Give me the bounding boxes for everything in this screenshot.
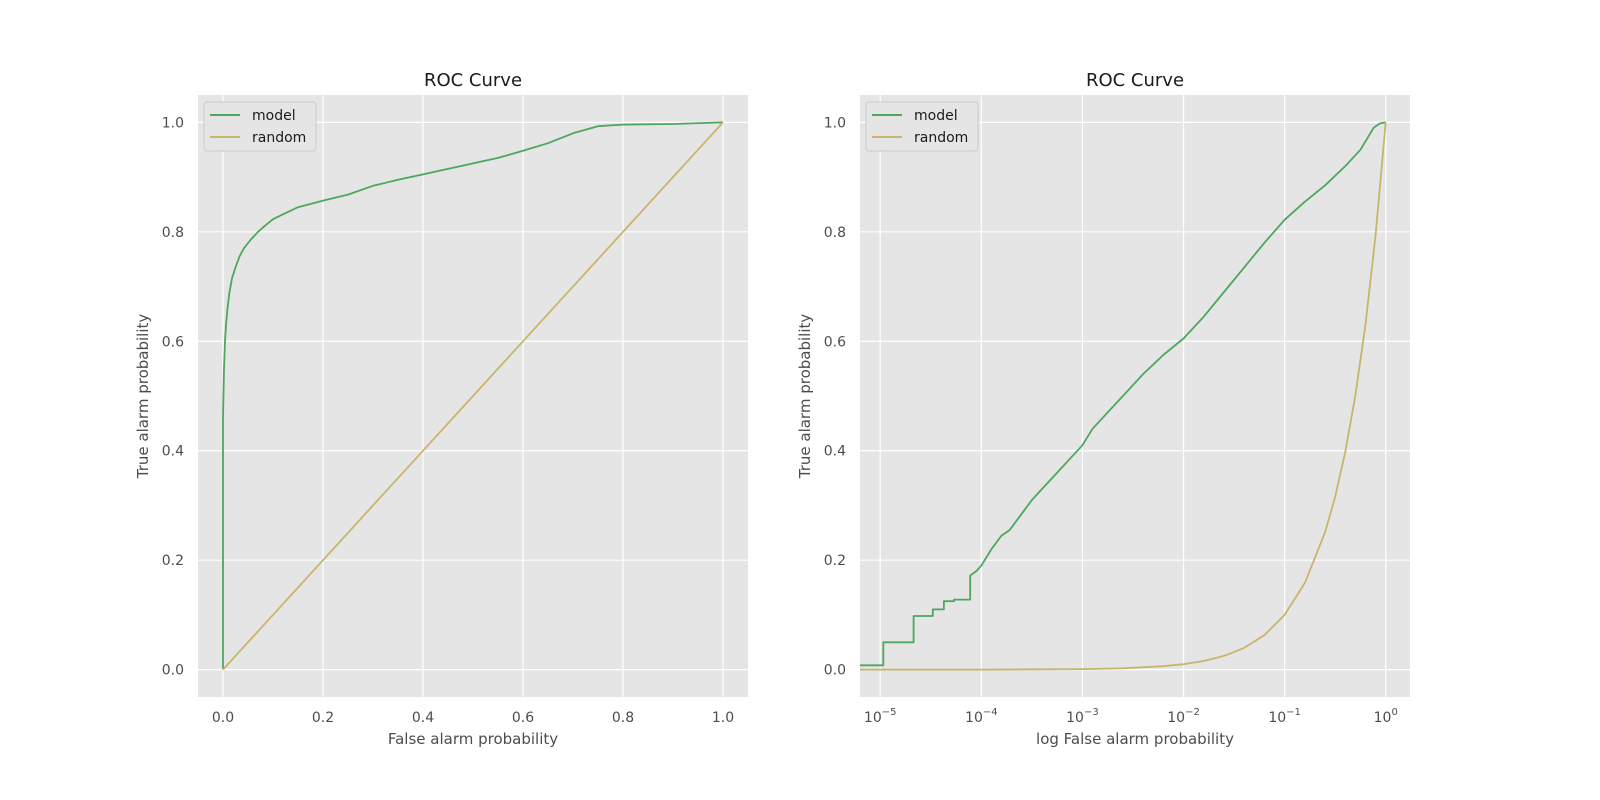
series-layer: [222, 121, 724, 671]
y-tick-label: 0.6: [162, 334, 184, 350]
x-tick-labels: 10−5 10−4 10−3 10−2 10−1 100: [864, 707, 1398, 726]
x-tick-label: 10−5: [864, 707, 897, 726]
plot-area: [860, 95, 1410, 697]
y-axis-label: True alarm probability: [796, 314, 814, 480]
grid-lines: [860, 95, 1410, 697]
legend: model random: [203, 101, 317, 152]
series-line-random: [860, 122, 1387, 671]
y-tick-label: 0.4: [824, 444, 846, 460]
grid-lines: [198, 95, 748, 697]
x-tick-label: 10−3: [1066, 707, 1099, 726]
x-tick-label: 0.0: [212, 710, 234, 726]
y-tick-label: 0.8: [162, 225, 184, 241]
x-tick-label: 0.4: [412, 710, 434, 726]
roc-linear-panel: 0.0 0.2 0.4 0.6 0.8 1.0 0.0 0.2 0.4 0.6 0.8 1.0 RO…: [134, 70, 748, 748]
y-tick-label: 0.4: [162, 444, 184, 460]
x-tick-label: 10−2: [1167, 707, 1200, 726]
legend-random-label: random: [252, 130, 306, 146]
series-line-model: [222, 121, 724, 670]
y-tick-label: 0.2: [162, 553, 184, 569]
y-tick-labels: 0.0 0.2 0.4 0.6 0.8 1.0: [824, 115, 846, 678]
series-line-random: [222, 121, 724, 671]
roc-log-panel: 10−5 10−4 10−3 10−2 10−1 100 0.0 0.2 0.4 0.6 0.8 1…: [796, 70, 1410, 748]
y-tick-labels: 0.0 0.2 0.4 0.6 0.8 1.0: [162, 115, 184, 678]
x-tick-label: 100: [1374, 707, 1398, 726]
chart-title: ROC Curve: [424, 70, 522, 91]
series-layer: [860, 121, 1387, 671]
y-tick-label: 1.0: [162, 115, 184, 131]
y-tick-label: 0.0: [162, 663, 184, 679]
y-tick-label: 0.0: [824, 663, 846, 679]
x-tick-labels: 0.0 0.2 0.4 0.6 0.8 1.0: [212, 710, 734, 726]
x-tick-label: 10−4: [965, 707, 998, 726]
y-axis-label: True alarm probability: [134, 314, 152, 480]
legend-random-label: random: [914, 130, 968, 146]
y-tick-label: 0.8: [824, 225, 846, 241]
x-tick-label: 0.6: [512, 710, 534, 726]
y-tick-label: 0.2: [824, 553, 846, 569]
x-axis-label: log False alarm probability: [1036, 730, 1234, 748]
y-tick-label: 1.0: [824, 115, 846, 131]
x-axis-label: False alarm probability: [388, 730, 558, 748]
legend: model random: [865, 101, 979, 152]
x-tick-label: 0.8: [612, 710, 634, 726]
x-tick-label: 0.2: [312, 710, 334, 726]
chart-title: ROC Curve: [1086, 70, 1184, 91]
x-tick-label: 1.0: [712, 710, 734, 726]
legend-model-label: model: [252, 108, 296, 124]
x-tick-label: 10−1: [1268, 707, 1301, 726]
legend-model-label: model: [914, 108, 958, 124]
y-tick-label: 0.6: [824, 334, 846, 350]
series-line-model: [860, 121, 1386, 667]
